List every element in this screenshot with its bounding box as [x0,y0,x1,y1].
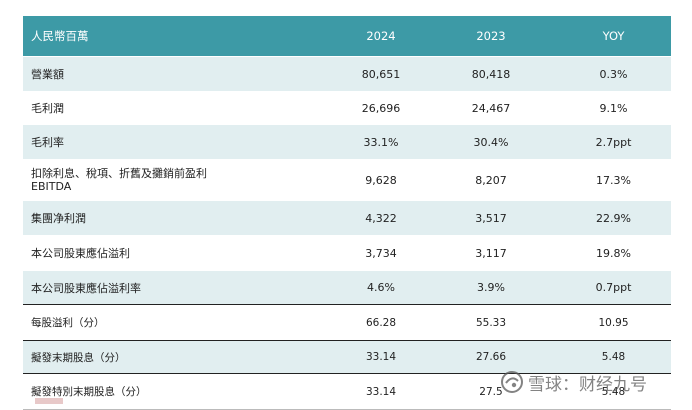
value-2024: 80,651 [361,67,401,81]
row-label: 每股溢利（分） [31,317,105,329]
value-yoy: 2.7ppt [595,135,632,149]
table-row: 毛利率 33.1% 30.4% 2.7ppt [23,125,671,159]
value-2024: 26,696 [361,101,401,115]
row-label: 擬發特別末期股息（分） [31,386,147,398]
value-2023: 55.33 [475,316,507,329]
table-row: 集團净利潤 4,322 3,517 22.9% [23,201,671,235]
value-2023: 80,418 [471,67,511,81]
value-2023: 27.5 [479,385,503,398]
value-yoy: 22.9% [596,211,631,225]
value-yoy: 0.7ppt [595,281,632,294]
value-yoy: 19.8% [596,246,631,260]
row-label: 集團净利潤 [31,212,86,225]
value-2024: 66.28 [365,316,397,329]
row-label: 本公司股東應佔溢利率 [31,281,141,295]
value-2024: 33.1% [363,135,399,149]
bottom-edge-mark [35,398,63,404]
value-yoy: 5.48 [601,351,626,363]
header-2024: 2024 [366,29,396,43]
row-label-secondary: EBITDA [31,180,72,193]
snowball-watermark: 雪球：财经九号 [500,368,647,396]
table-row: 每股溢利（分） 66.28 55.33 10.95 [23,305,671,341]
table-row: 本公司股東應佔溢利 3,734 3,117 19.8% [23,235,671,271]
row-label: 營業額 [31,68,64,81]
value-yoy: 17.3% [596,173,631,187]
row-label: 本公司股東應佔溢利 [31,247,130,260]
header-label: 人民幣百萬 [31,29,89,43]
row-label: 扣除利息、稅項、折舊及攤銷前盈利 [31,167,207,180]
header-yoy: YOY [602,29,625,43]
value-yoy: 0.3% [599,67,628,81]
value-2024: 3,734 [365,246,397,260]
value-2024: 4,322 [365,211,397,225]
value-2024: 33.14 [365,385,397,398]
value-2024: 4.6% [367,281,395,294]
value-2023: 3,517 [475,211,507,225]
watermark-text: 雪球：财经九号 [528,374,647,395]
header-2023: 2023 [476,29,506,43]
value-yoy: 10.95 [598,316,629,329]
table-row: 扣除利息、稅項、折舊及攤銷前盈利 EBITDA 9,628 8,207 17.3… [23,159,671,201]
financial-summary-table: 人民幣百萬 2024 2023 YOY 營業額 80,651 80,418 0.… [23,16,671,410]
table-header-row: 人民幣百萬 2024 2023 YOY [23,16,671,56]
value-2024: 9,628 [365,173,397,187]
table-row: 毛利潤 26,696 24,467 9.1% [23,91,671,125]
value-2023: 3.9% [477,281,505,294]
value-2023: 8,207 [475,173,507,187]
value-2023: 3,117 [475,246,507,260]
row-label: 擬發末期股息（分） [31,351,126,364]
table-row: 營業額 80,651 80,418 0.3% [23,57,671,91]
snowball-logo-icon [500,370,524,394]
value-2023: 27.66 [475,351,507,363]
value-2023: 30.4% [473,135,509,149]
row-label-multiline: 扣除利息、稅項、折舊及攤銷前盈利 EBITDA [23,167,336,193]
table-row: 本公司股東應佔溢利率 4.6% 3.9% 0.7ppt [23,271,671,305]
table-row: 擬發末期股息（分） 33.14 27.66 5.48 [23,341,671,374]
value-yoy: 9.1% [599,101,628,115]
row-label: 毛利潤 [31,102,64,115]
value-2024: 33.14 [365,351,397,363]
value-yoy: 5.48 [601,385,626,398]
row-label: 毛利率 [31,136,64,149]
value-2023: 24,467 [471,101,511,115]
